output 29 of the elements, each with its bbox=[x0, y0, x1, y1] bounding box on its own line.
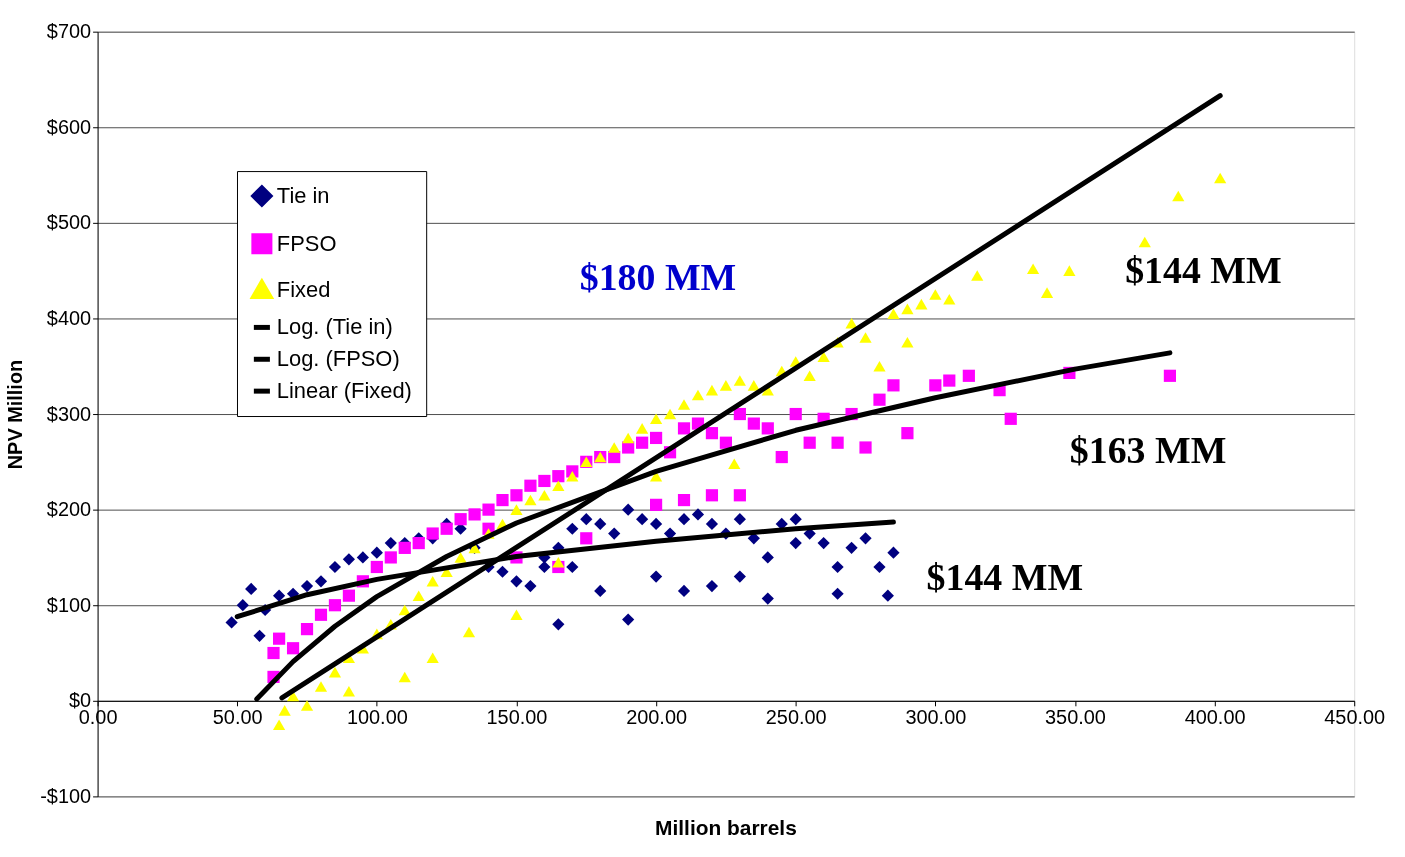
x-tick-label: 350.00 bbox=[1045, 706, 1106, 729]
legend-label: Fixed bbox=[276, 276, 331, 302]
x-tick-label: 100.00 bbox=[346, 706, 408, 729]
y-tick-label: $700 bbox=[46, 20, 92, 43]
x-tick-label: 200.00 bbox=[626, 706, 688, 729]
y-axis-title: NPV Million bbox=[4, 359, 27, 470]
legend-label: Linear (Fixed) bbox=[276, 378, 412, 404]
legend-label: Log. (FPSO) bbox=[276, 346, 400, 372]
annotation: $144 MM bbox=[1125, 248, 1282, 291]
annotation: $180 MM bbox=[579, 256, 737, 299]
y-tick-label: $300 bbox=[46, 402, 92, 425]
y-tick-label: $400 bbox=[46, 306, 92, 329]
x-tick-label: 300.00 bbox=[905, 706, 967, 729]
legend-label: FPSO bbox=[276, 230, 337, 256]
y-tick-label: $500 bbox=[46, 211, 92, 234]
y-tick-label: -$100 bbox=[40, 784, 92, 807]
y-tick-label: $200 bbox=[46, 498, 92, 521]
legend-label: Tie in bbox=[276, 182, 330, 208]
x-axis-title: Million barrels bbox=[655, 816, 797, 840]
x-tick-label: 150.00 bbox=[486, 706, 548, 729]
annotation: $163 MM bbox=[1069, 429, 1227, 472]
x-tick-label: 250.00 bbox=[765, 706, 827, 729]
y-tick-label: $600 bbox=[46, 115, 92, 138]
x-tick-label: 450.00 bbox=[1324, 706, 1386, 729]
legend-label: Log. (Tie in) bbox=[276, 314, 393, 340]
annotation: $144 MM bbox=[926, 556, 1084, 599]
x-tick-label: 400.00 bbox=[1184, 706, 1246, 729]
y-tick-label: $100 bbox=[46, 593, 92, 616]
x-tick-label: 50.00 bbox=[212, 706, 263, 729]
